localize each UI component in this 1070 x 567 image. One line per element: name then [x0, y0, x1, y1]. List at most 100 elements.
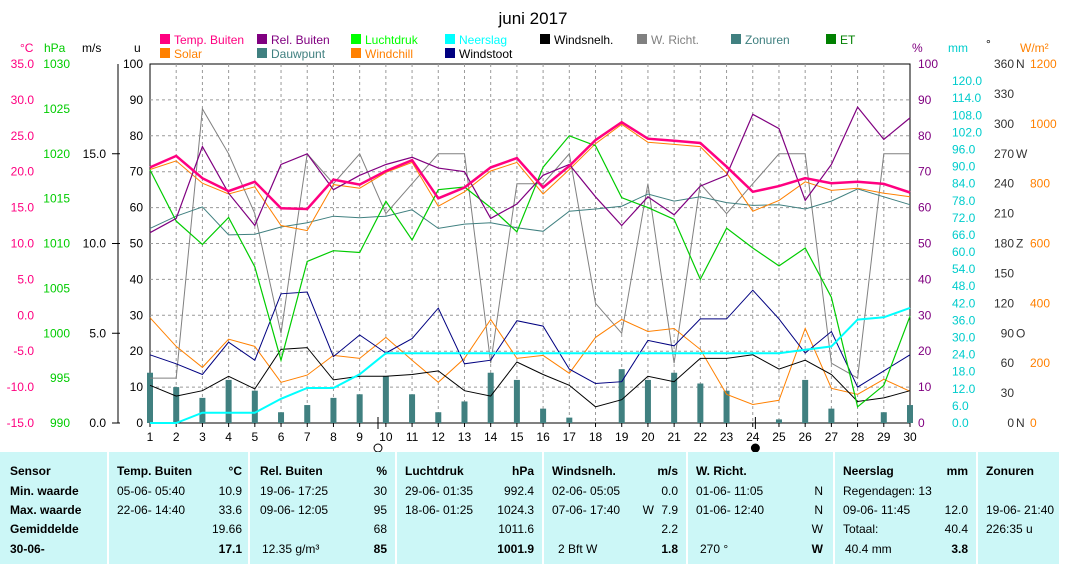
series-line-solar — [149, 317, 911, 406]
series-line-w-richt — [150, 107, 910, 379]
hum-min: 30 — [373, 484, 387, 498]
wm2-tick: 600 — [1030, 237, 1050, 251]
panel-sun: Zonuren 19-06- 21:40 226:35 u — [978, 452, 1060, 564]
u-tick: 40 — [130, 272, 144, 286]
zonuren-bar — [435, 412, 442, 423]
axis-unit-mm: mm — [948, 41, 968, 55]
legend-swatch — [826, 34, 836, 44]
legend-swatch — [637, 34, 647, 44]
x-tick-label: 30 — [903, 430, 917, 444]
temp-tick: -5.0 — [13, 344, 34, 358]
zonuren-bar — [775, 419, 782, 423]
deg-tick: 270 — [994, 147, 1014, 161]
mm-tick: 96.0 — [952, 142, 976, 156]
label-avg: Gemiddelde — [10, 522, 79, 536]
compass-label: N — [1016, 57, 1025, 71]
series-line-dauwpunt — [149, 188, 911, 236]
x-tick-label: 1 — [147, 430, 154, 444]
pct-tick: 20 — [918, 344, 932, 358]
pres-header: Luchtdruk — [405, 464, 464, 478]
sun-max-time: 19-06- 21:40 — [986, 503, 1055, 517]
temp-tick: 30.0 — [11, 93, 35, 107]
legend-swatch — [445, 34, 455, 44]
legend-swatch — [160, 48, 170, 58]
x-tick-label: 22 — [694, 430, 708, 444]
series-line-luchtdruk — [149, 135, 911, 408]
temp-avg: 19.66 — [211, 522, 242, 536]
rain-unit: mm — [946, 464, 968, 478]
temp-unit: °C — [228, 464, 242, 478]
mm-tick: 36.0 — [952, 313, 976, 327]
mm-tick: 84.0 — [952, 177, 976, 191]
temp-tick: 35.0 — [11, 57, 35, 71]
zonuren-bar — [382, 376, 389, 423]
mm-tick: 120.0 — [952, 74, 982, 88]
series-line-temp-buiten — [149, 120, 911, 211]
deg-tick: 90 — [1001, 326, 1015, 340]
zonuren-bar — [828, 408, 835, 423]
mm-tick: 24.0 — [952, 348, 976, 362]
hum-avg: 68 — [373, 522, 387, 536]
zonuren-bar — [487, 372, 494, 423]
zonuren-bar — [409, 394, 416, 423]
dir-min: N — [814, 484, 823, 498]
hpa-tick: 1015 — [43, 192, 70, 206]
mm-tick: 102.0 — [952, 125, 982, 139]
legend-label: Solar — [174, 47, 202, 61]
legend-swatch — [257, 34, 267, 44]
mm-tick: 72.0 — [952, 211, 976, 225]
wind-header: Windsnelh. — [552, 464, 616, 478]
axis-unit-ms: m/s — [82, 41, 101, 55]
x-tick-label: 13 — [458, 430, 472, 444]
axis-unit-wm2: W/m² — [1020, 41, 1049, 55]
zonuren-bar — [697, 383, 704, 423]
zonuren-bar — [907, 405, 913, 423]
mm-tick: 0.0 — [952, 416, 969, 430]
hpa-tick: 1010 — [43, 237, 70, 251]
u-tick: 20 — [130, 344, 144, 358]
hum-now: 85 — [373, 542, 387, 556]
x-tick-label: 14 — [484, 430, 498, 444]
mm-tick: 30.0 — [952, 331, 976, 345]
wind-max-time: 07-06- 17:40 — [552, 503, 621, 517]
mm-tick: 60.0 — [952, 245, 976, 259]
deg-tick: 240 — [994, 177, 1014, 191]
temp-max-time: 22-06- 14:40 — [117, 503, 186, 517]
series-line-neerslag — [150, 306, 911, 424]
x-tick-label: 2 — [173, 430, 180, 444]
chart-legend: Temp. Buiten Rel. Buiten Luchtdruk Neerslag… — [160, 33, 856, 61]
axis-unit-deg: ° — [986, 37, 991, 51]
u-tick: 10 — [130, 380, 144, 394]
temp-tick: -10.0 — [7, 380, 35, 394]
temp-min-time: 05-06- 05:40 — [117, 484, 186, 498]
x-tick-label: 18 — [589, 430, 603, 444]
chart-title: juni 2017 — [497, 9, 567, 28]
axis-unit-temp: °C — [20, 41, 34, 55]
u-tick: 60 — [130, 201, 144, 215]
rain-total-label: Totaal: — [843, 522, 879, 536]
series-line-rel-buiten — [149, 105, 911, 234]
legend-label: Rel. Buiten — [271, 33, 330, 47]
panel-temp: Temp. Buiten °C 05-06- 05:40 10.9 22-06- 1… — [109, 452, 249, 564]
deg-tick: 60 — [1001, 356, 1015, 370]
pct-tick: 60 — [918, 201, 932, 215]
hum-max-time: 09-06- 12:05 — [260, 503, 329, 517]
zonuren-bar — [618, 369, 625, 423]
deg-tick: 300 — [994, 117, 1014, 131]
legend-swatch — [540, 34, 550, 44]
temp-now: 17.1 — [218, 542, 242, 556]
pct-tick: 30 — [918, 308, 932, 322]
wind-min: 0.0 — [661, 484, 678, 498]
rain-header: Neerslag — [843, 464, 894, 478]
wind-max: 7.9 — [661, 503, 678, 517]
legend-swatch — [445, 48, 455, 58]
ms-tick: 15.0 — [83, 147, 107, 161]
x-tick-label: 29 — [877, 430, 891, 444]
panel-dir: W. Richt. 01-06- 11:05 N 01-06- 12:40 N W … — [688, 452, 834, 564]
mm-tick: 114.0 — [952, 91, 981, 105]
deg-tick: 120 — [994, 296, 1014, 310]
panel-sensor: Sensor Min. waarde Max. waarde Gemiddeld… — [0, 452, 108, 564]
label-sensor: Sensor — [10, 464, 51, 478]
dir-header: W. Richt. — [696, 464, 747, 478]
u-tick: 0 — [136, 416, 143, 430]
